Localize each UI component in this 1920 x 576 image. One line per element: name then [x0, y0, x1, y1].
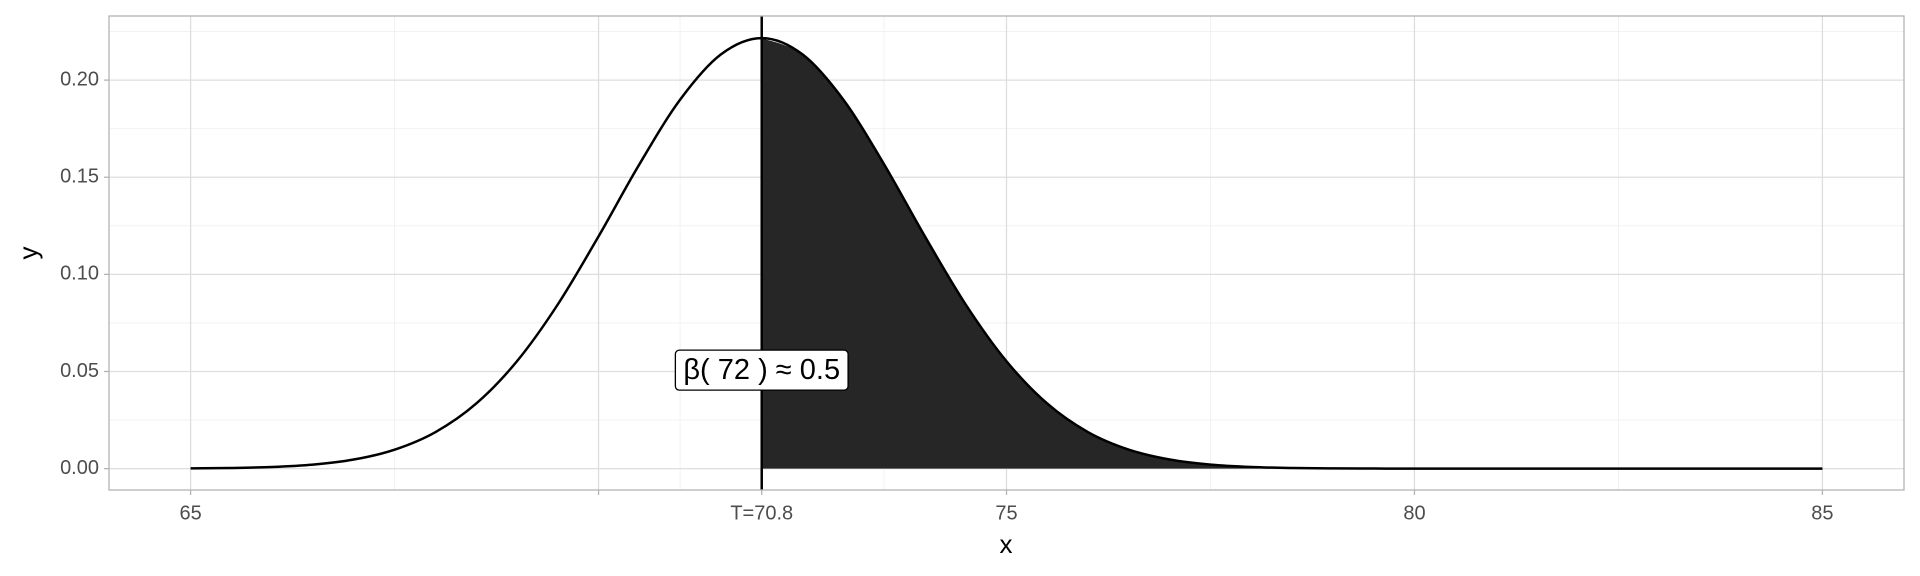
y-tick-label: 0.15 — [60, 166, 99, 188]
x-tick-label: 75 — [995, 502, 1017, 524]
annotation: β( 72 ) ≈ 0.5 — [674, 349, 849, 391]
density-line — [190, 36, 1823, 470]
x-tick-label: T=70.8 — [730, 502, 793, 524]
x-tick-label: 65 — [179, 502, 201, 524]
y-axis-title: y — [13, 247, 43, 260]
x-axis-title: x — [1000, 529, 1013, 559]
y-tick-label: 0.05 — [60, 360, 99, 382]
x-tick-label: 85 — [1811, 502, 1833, 524]
annotation-box — [674, 349, 849, 391]
annotation-text: β( 72 ) ≈ 0.5 — [683, 354, 840, 386]
x-tick-label: 80 — [1403, 502, 1425, 524]
y-tick-label: 0.20 — [60, 68, 99, 90]
y-tick-label: 0.10 — [60, 263, 99, 285]
shaded-area — [761, 38, 1823, 469]
y-tick-label: 0.00 — [60, 457, 99, 479]
